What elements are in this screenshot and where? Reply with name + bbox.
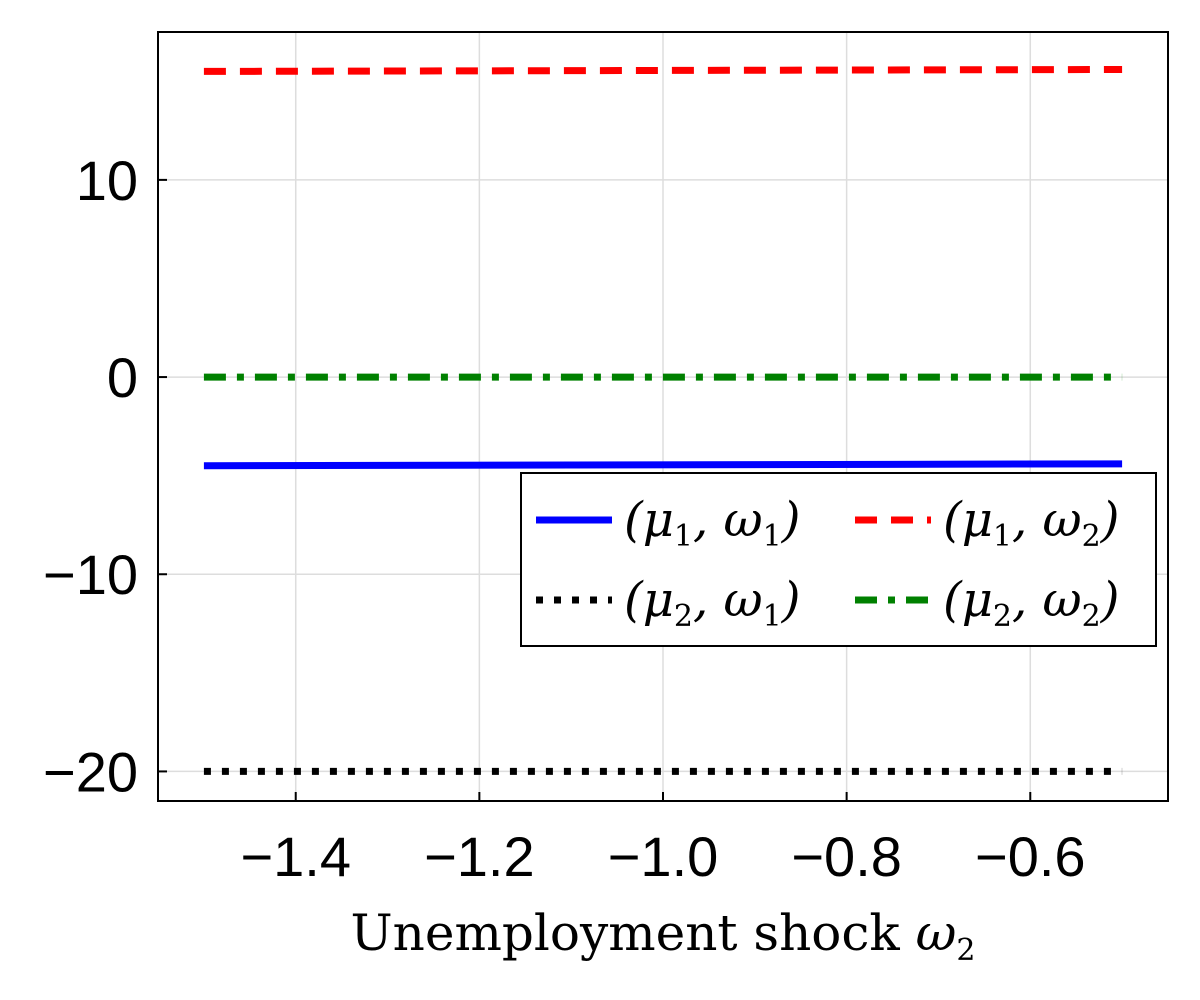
x-axis-title: Unemployment shock ω2 <box>351 904 976 968</box>
x-tick-label: −1.2 <box>424 825 535 888</box>
x-axis: −1.4 −1.2 −1.0 −0.8 −0.6 <box>240 792 1086 888</box>
legend: (μ1, ω1) (μ1, ω2) (μ2, ω1) (μ2, ω2) <box>520 472 1157 647</box>
legend-label-mu1_w1: (μ1, ω1) <box>624 492 801 554</box>
series-lines <box>203 65 1123 775</box>
x-tick-label: −1.0 <box>608 825 719 888</box>
series-line-mu1_w1 <box>203 460 1123 470</box>
x-axis-title-subscript: 2 <box>956 933 975 968</box>
y-tick-label: 10 <box>76 149 138 212</box>
legend-label-mu1_w2: (μ1, ω2) <box>943 492 1120 554</box>
series-line-mu1_w2 <box>203 65 1123 75</box>
y-tick-label: −20 <box>43 740 138 803</box>
x-tick-label: −0.6 <box>975 825 1086 888</box>
legend-box <box>520 472 1157 647</box>
legend-label-mu2_w2: (μ2, ω2) <box>943 572 1120 634</box>
x-tick-label: −0.8 <box>791 825 902 888</box>
y-axis: −20 −10 0 10 <box>43 149 167 803</box>
x-axis-title-text: Unemployment shock <box>351 904 916 962</box>
x-axis-title-symbol: ω <box>916 904 957 962</box>
y-tick-label: 0 <box>107 346 138 409</box>
legend-label-mu2_w1: (μ2, ω1) <box>624 572 801 634</box>
x-tick-label: −1.4 <box>240 825 351 888</box>
y-tick-label: −10 <box>43 543 138 606</box>
